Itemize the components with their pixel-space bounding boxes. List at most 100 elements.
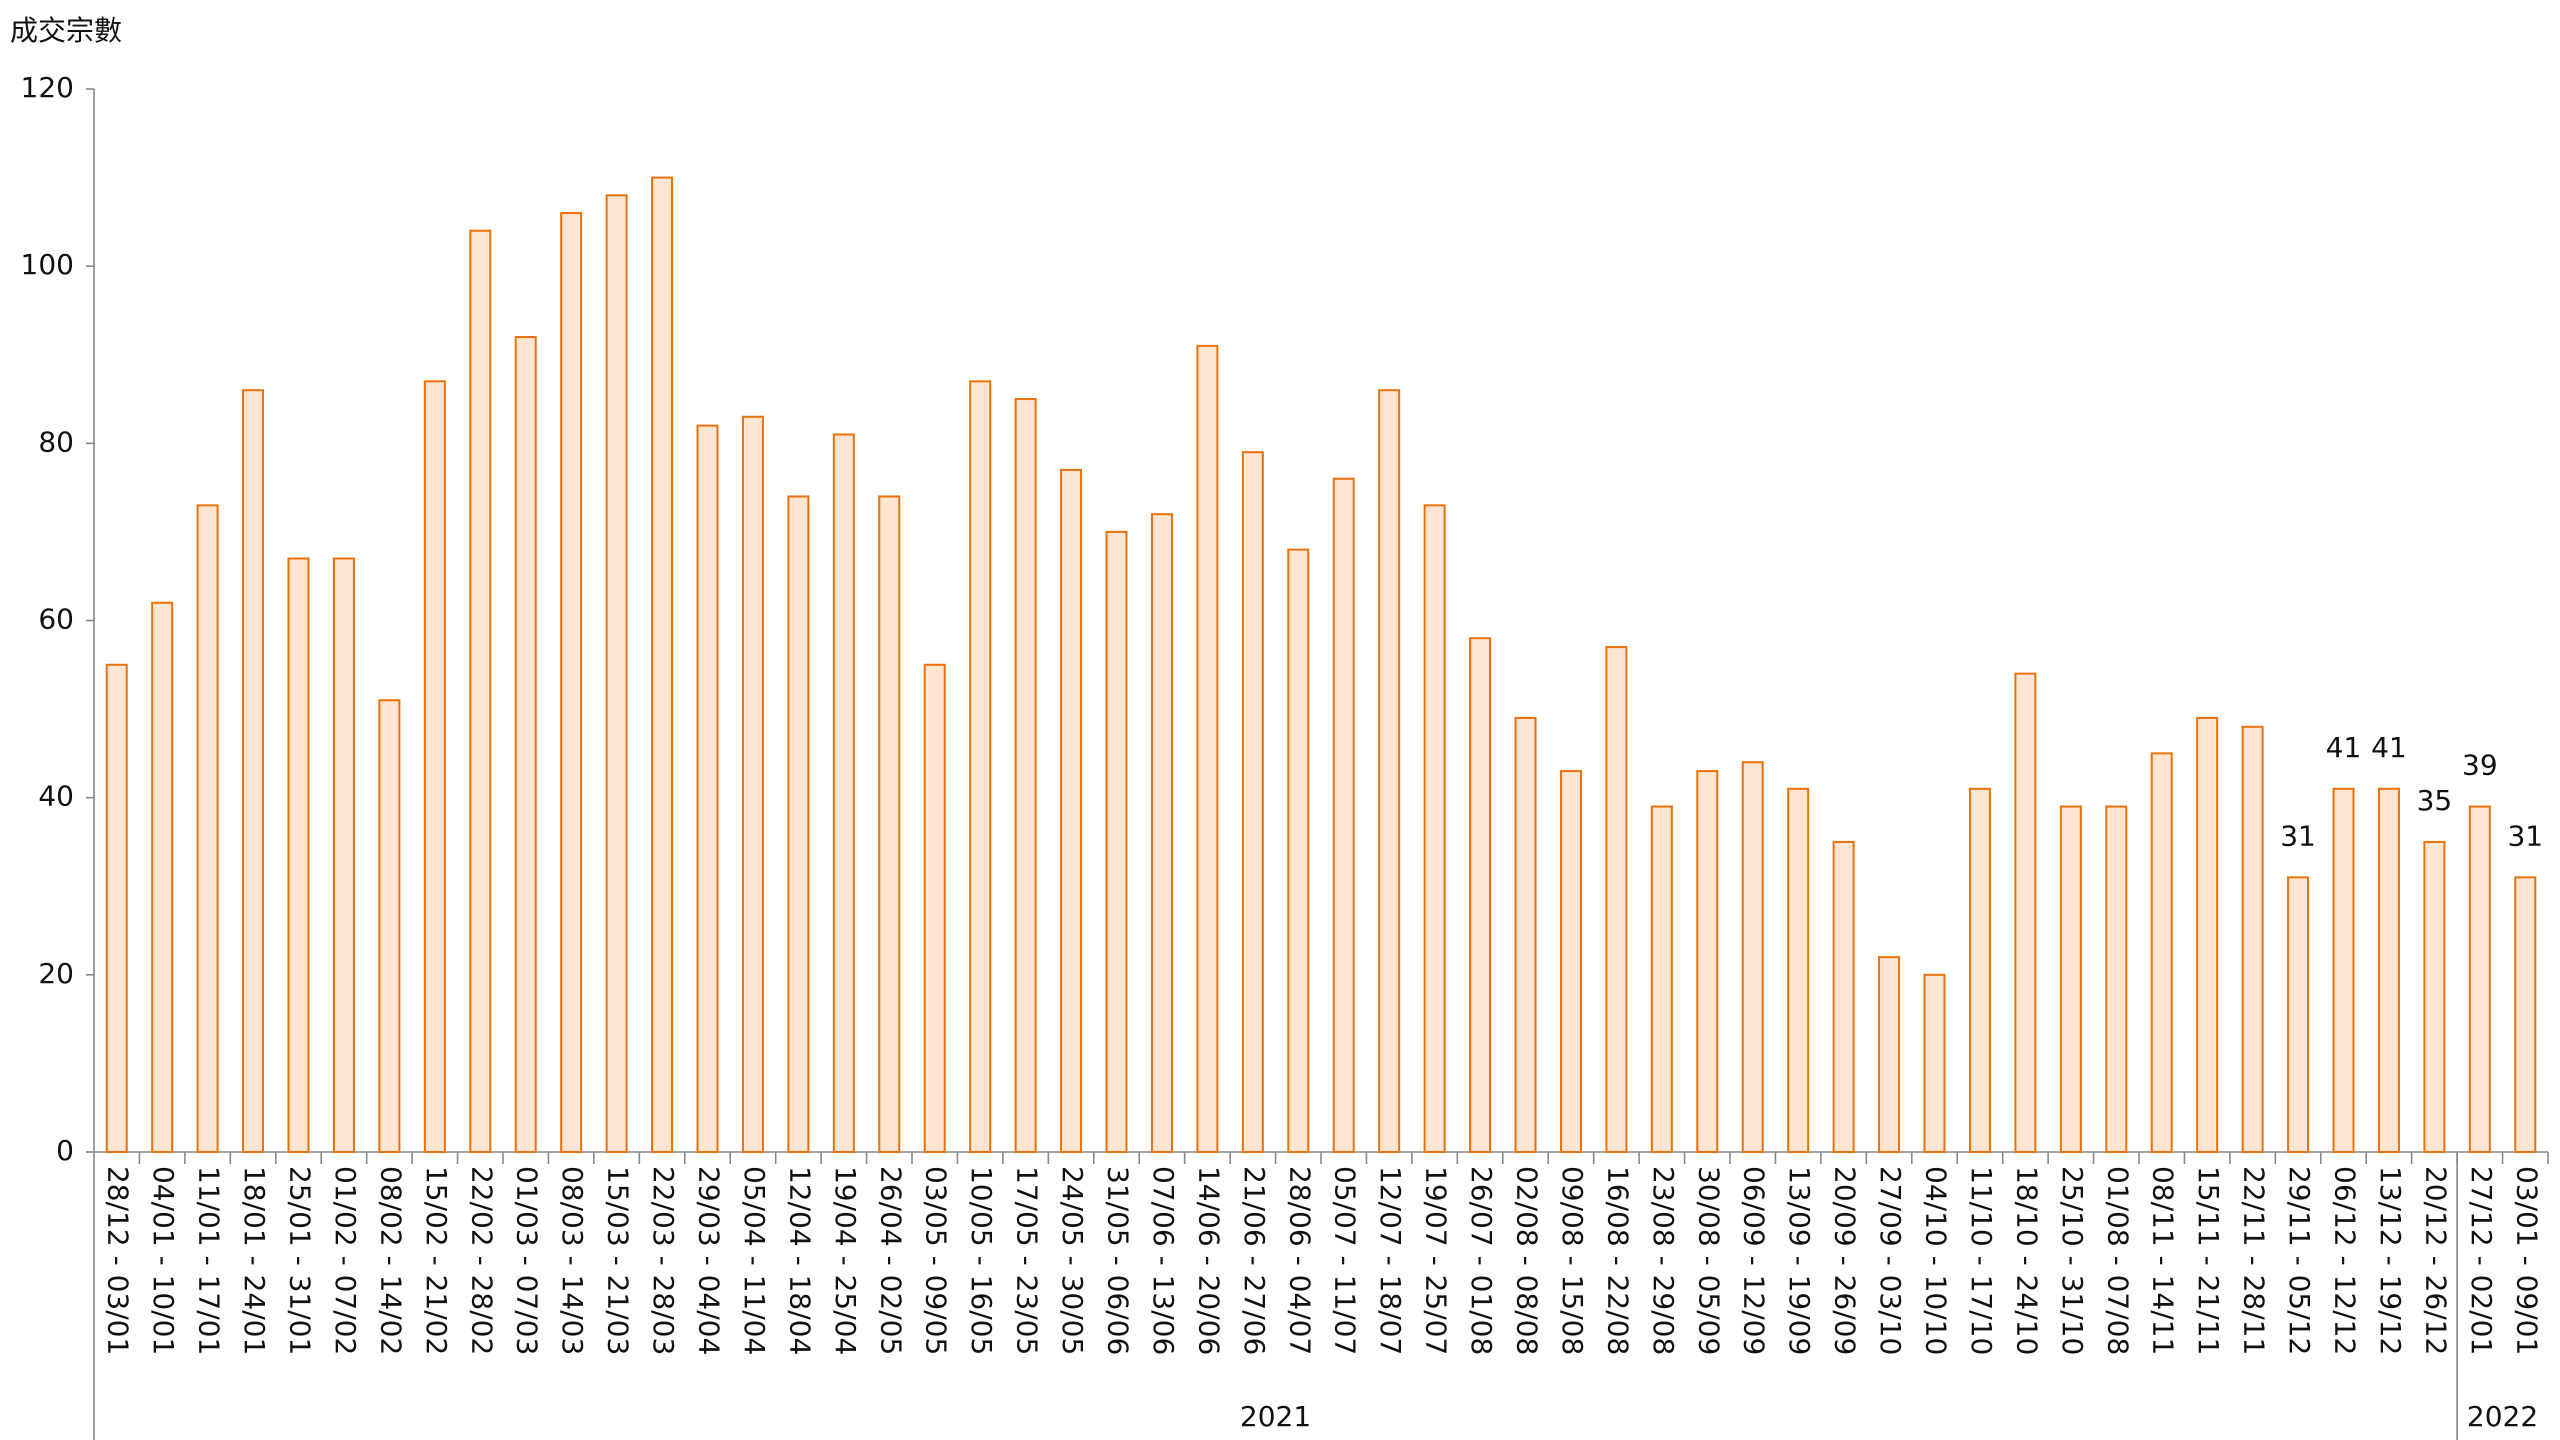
x-tick-label: 01/03 - 07/03 <box>511 1166 544 1355</box>
y-tick-label: 120 <box>21 71 74 104</box>
bar <box>1696 770 1719 1153</box>
x-tick-label: 09/08 - 15/08 <box>1556 1166 1589 1355</box>
x-tick-label: 05/07 - 11/07 <box>1329 1166 1362 1355</box>
bar <box>1832 840 1855 1153</box>
x-tick-label: 30/08 - 05/09 <box>1692 1166 1725 1355</box>
x-tick-label: 03/01 - 09/01 <box>2510 1166 2543 1355</box>
bar <box>1423 504 1446 1153</box>
bar <box>242 389 265 1153</box>
bar <box>696 424 719 1154</box>
group-label: 2022 <box>2467 1400 2538 1433</box>
bar <box>1150 513 1173 1153</box>
x-tick-label: 22/02 - 28/02 <box>465 1166 498 1355</box>
bar <box>2241 725 2264 1153</box>
group-label: 2021 <box>1240 1400 1311 1433</box>
x-tick-label: 29/03 - 04/04 <box>693 1166 726 1355</box>
y-axis-title: 成交宗數 <box>10 14 122 47</box>
x-tick-label: 15/03 - 21/03 <box>602 1166 635 1355</box>
bar <box>923 663 946 1154</box>
x-tick-label: 15/11 - 21/11 <box>2192 1166 2225 1355</box>
x-tick-label: 31/05 - 06/06 <box>1102 1166 1135 1355</box>
data-label: 41 <box>2371 731 2407 764</box>
bar <box>423 380 446 1153</box>
x-tick-label: 22/11 - 28/11 <box>2238 1166 2271 1355</box>
x-tick-label: 19/07 - 25/07 <box>1420 1166 1453 1355</box>
x-tick-label: 08/11 - 14/11 <box>2147 1166 2180 1355</box>
x-tick-label: 28/06 - 04/07 <box>1283 1166 1316 1355</box>
data-label: 35 <box>2417 784 2453 817</box>
bar <box>1241 451 1264 1154</box>
x-tick-label: 23/08 - 29/08 <box>1647 1166 1680 1355</box>
x-tick-label: 27/12 - 02/01 <box>2465 1166 2498 1355</box>
x-tick-label: 14/06 - 20/06 <box>1192 1166 1225 1355</box>
x-tick-label: 19/04 - 25/04 <box>829 1166 862 1355</box>
bar <box>1923 973 1946 1153</box>
bar <box>2468 805 2491 1154</box>
bar <box>2014 672 2037 1154</box>
bar <box>605 194 628 1154</box>
bar <box>469 229 492 1153</box>
x-tick-label: 08/02 - 14/02 <box>374 1166 407 1355</box>
x-tick-label: 13/12 - 19/12 <box>2374 1166 2407 1355</box>
x-tick-label: 27/09 - 03/10 <box>1874 1166 1907 1355</box>
x-tick-label: 26/04 - 02/05 <box>874 1166 907 1355</box>
bar <box>196 504 219 1153</box>
bar <box>1105 530 1128 1153</box>
bar <box>741 415 764 1153</box>
x-tick-label: 04/10 - 10/10 <box>1920 1166 1953 1355</box>
bar <box>2196 716 2219 1153</box>
x-tick-label: 02/08 - 08/08 <box>1511 1166 1544 1355</box>
bar <box>878 495 901 1153</box>
x-tick-label: 11/01 - 17/01 <box>193 1166 226 1355</box>
x-tick-label: 01/02 - 07/02 <box>329 1166 362 1355</box>
bar <box>787 495 810 1153</box>
bar <box>560 212 583 1153</box>
data-label: 39 <box>2462 749 2498 782</box>
bar <box>1968 787 1991 1154</box>
bar <box>1469 637 1492 1153</box>
bar <box>2514 876 2537 1153</box>
x-tick-label: 22/03 - 28/03 <box>647 1166 680 1355</box>
bar <box>151 601 174 1153</box>
bar <box>1559 770 1582 1153</box>
x-tick-label: 18/01 - 24/01 <box>238 1166 271 1355</box>
y-tick-label: 20 <box>38 957 74 990</box>
bar <box>105 663 128 1154</box>
bar <box>287 557 310 1153</box>
data-label: 31 <box>2280 819 2316 852</box>
bar <box>2332 787 2355 1154</box>
x-tick-label: 06/12 - 12/12 <box>2329 1166 2362 1355</box>
bar <box>2287 876 2310 1153</box>
x-tick-label: 29/11 - 05/12 <box>2283 1166 2316 1355</box>
bar <box>2059 805 2082 1154</box>
y-tick-label: 60 <box>38 603 74 636</box>
bar <box>378 699 401 1153</box>
bar <box>1605 646 1628 1153</box>
y-tick-label: 100 <box>21 248 74 281</box>
x-tick-label: 11/10 - 17/10 <box>1965 1166 1998 1355</box>
x-tick-label: 17/05 - 23/05 <box>1011 1166 1044 1355</box>
x-tick-label: 08/03 - 14/03 <box>556 1166 589 1355</box>
x-tick-label: 20/09 - 26/09 <box>1829 1166 1862 1355</box>
bar <box>2105 805 2128 1154</box>
x-tick-label: 25/10 - 31/10 <box>2056 1166 2089 1355</box>
x-tick-label: 12/07 - 18/07 <box>1374 1166 1407 1355</box>
bar <box>1878 956 1901 1153</box>
bar <box>1787 787 1810 1154</box>
bar <box>832 433 855 1154</box>
x-tick-label: 15/02 - 21/02 <box>420 1166 453 1355</box>
bar <box>2150 752 2173 1153</box>
x-tick-label: 03/05 - 09/05 <box>920 1166 953 1355</box>
bar <box>514 336 537 1153</box>
bar <box>1332 477 1355 1153</box>
x-tick-label: 05/04 - 11/04 <box>738 1166 771 1355</box>
bar <box>1287 548 1310 1153</box>
x-tick-label: 01/08 - 07/08 <box>2101 1166 2134 1355</box>
data-label: 41 <box>2326 731 2362 764</box>
x-tick-label: 04/01 - 10/01 <box>147 1166 180 1355</box>
x-tick-label: 07/06 - 13/06 <box>1147 1166 1180 1355</box>
bar <box>1741 761 1764 1153</box>
bar <box>1650 805 1673 1154</box>
x-tick-label: 21/06 - 27/06 <box>1238 1166 1271 1355</box>
